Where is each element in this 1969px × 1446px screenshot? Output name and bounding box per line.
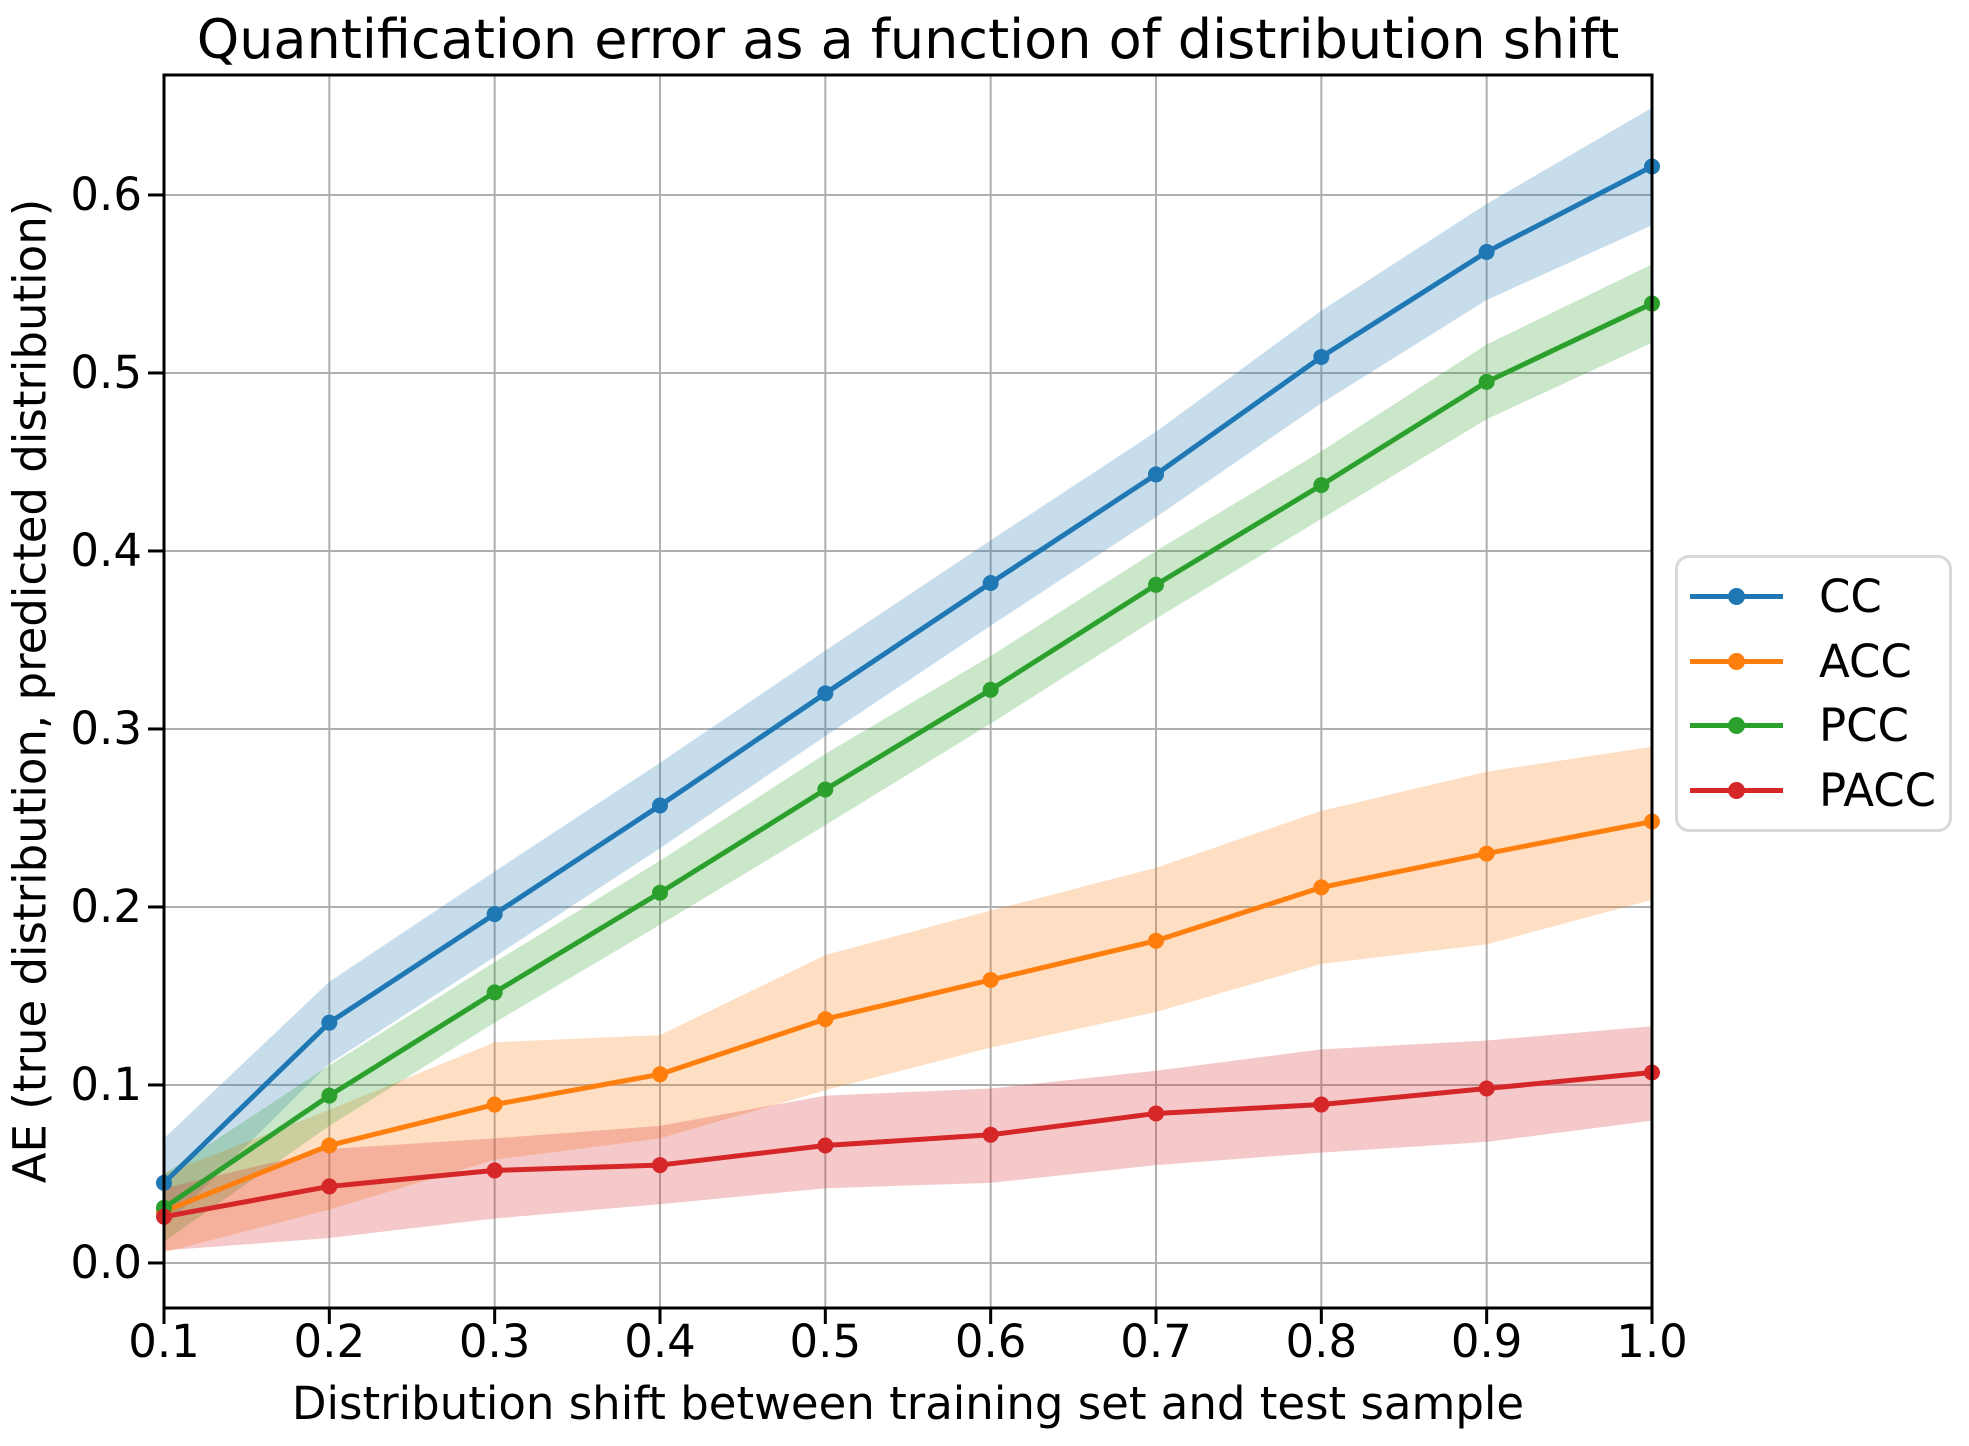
data-point-PACC [486,1162,503,1179]
legend: CC ACC PCC PACC [1675,555,1952,832]
legend-line-sample [1690,587,1783,607]
data-point-PCC [817,781,834,798]
y-tick-label: 0.5 [70,345,142,399]
data-point-PACC [1313,1096,1330,1113]
data-point-CC [652,797,668,814]
x-tick-label: 0.6 [954,1315,1027,1368]
data-point-PACC [1148,1105,1164,1122]
data-point-PACC [1478,1080,1495,1097]
series-line-ACC [161,819,1655,1214]
data-point-CC [486,906,503,923]
data-point-CC [1313,348,1330,365]
chart-title: Quantification error as a function of di… [196,8,1620,71]
data-point-PCC [1313,477,1330,494]
legend-item-CC: CC [1690,565,1949,630]
x-tick-label: 0.2 [293,1315,366,1368]
data-point-CC [1478,243,1495,260]
data-point-PACC [652,1157,668,1174]
data-point-ACC [1478,845,1495,862]
legend-item-label: PCC [1819,699,1909,753]
data-point-CC [321,1014,338,1031]
legend-item-label: PACC [1819,763,1937,817]
y-tick-label: 0.2 [70,879,142,933]
data-point-PCC [321,1087,338,1104]
x-tick-label: 0.3 [458,1315,531,1368]
data-point-PCC [652,884,668,901]
y-tick-label: 0.4 [70,523,142,577]
data-point-CC [817,685,834,702]
legend-line-sample [1690,651,1783,671]
legend-marker-dot [1728,652,1745,670]
data-point-ACC [1313,879,1330,896]
x-tick-label: 1.0 [1616,1315,1688,1368]
data-point-ACC [652,1066,668,1083]
data-point-PACC [321,1178,338,1195]
series-line-PCC [161,301,1655,1211]
x-tick-label: 0.9 [1450,1315,1523,1368]
legend-item-label: CC [1819,570,1882,624]
y-tick-label: 0.1 [70,1057,142,1111]
x-axis-label: Distribution shift between training set … [291,1377,1525,1430]
x-tick-label: 0.7 [1120,1315,1192,1368]
data-point-ACC [1148,932,1164,949]
data-point-PACC [982,1126,999,1143]
data-point-PCC [1148,576,1164,593]
data-point-CC [1148,466,1164,483]
legend-item-label: ACC [1819,634,1912,688]
data-point-ACC [321,1137,338,1154]
data-point-ACC [486,1096,503,1113]
x-tick-label: 0.4 [624,1315,696,1368]
data-point-ACC [982,971,999,988]
legend-marker-dot [1728,781,1745,799]
data-point-PCC [982,681,999,698]
series-line-CC [161,163,1655,1186]
legend-item-ACC: ACC [1690,629,1949,694]
legend-line-sample [1690,780,1783,800]
data-point-PCC [1478,373,1495,390]
data-point-PACC [817,1137,834,1154]
data-point-ACC [817,1011,834,1028]
x-tick-label: 0.8 [1285,1315,1358,1368]
x-tick-label: 0.5 [789,1315,862,1368]
y-tick-label: 0.3 [70,701,142,755]
legend-line-sample [1690,716,1783,736]
y-tick-label: 0.0 [70,1235,142,1289]
data-point-PCC [486,984,503,1001]
series-line-PACC [161,1070,1655,1220]
plot-border [162,73,1654,1310]
legend-marker-dot [1728,717,1745,735]
x-tick-label: 0.1 [128,1315,200,1368]
y-tick-label: 0.6 [70,167,142,221]
legend-item-PACC: PACC [1690,758,1949,823]
legend-marker-dot [1728,588,1745,606]
legend-item-PCC: PCC [1690,694,1949,759]
data-point-CC [982,575,999,592]
